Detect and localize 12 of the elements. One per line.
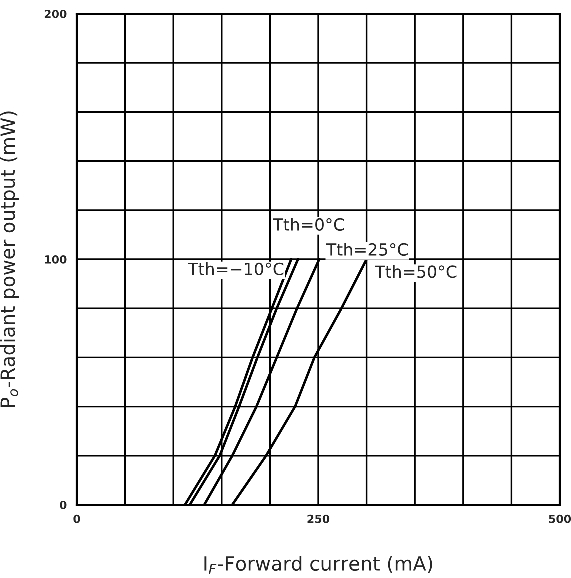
x-axis-title: I$_{F}$-Forward current (mA) bbox=[204, 556, 432, 574]
x-tick-label: 250 bbox=[308, 514, 330, 524]
text: Tth=0°C bbox=[273, 218, 344, 232]
y-axis-title: P$_{o}$-Radiant power output (mW) bbox=[0, 112, 20, 408]
series-label: Tth=−10°C bbox=[188, 262, 284, 276]
x-tick-label: 0 bbox=[74, 514, 80, 524]
x-tick-label: 500 bbox=[549, 514, 571, 524]
series-label: Tth=25°C bbox=[326, 243, 408, 256]
y-tick-label: 0 bbox=[60, 500, 67, 510]
series-label: Tth=50°C bbox=[375, 265, 457, 278]
y-tick-label: 200 bbox=[44, 10, 67, 18]
y-tick-label: 100 bbox=[45, 255, 67, 264]
